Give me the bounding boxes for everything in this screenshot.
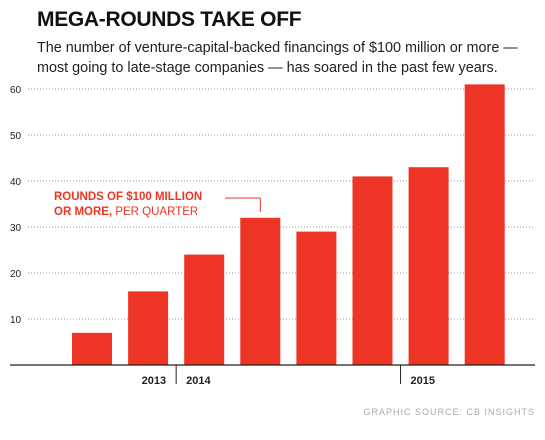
annotation-bold: OR MORE,	[54, 206, 112, 218]
x-year-label: 2014	[186, 375, 211, 387]
bar	[464, 84, 505, 366]
x-year-label: 2015	[411, 375, 435, 387]
annotation-line-1: ROUNDS OF $100 MILLION	[54, 191, 202, 203]
bar	[240, 217, 281, 365]
annotation-line-2: OR MORE, PER QUARTER	[54, 206, 198, 218]
x-year-label: 2013	[142, 375, 166, 387]
bar	[408, 167, 449, 365]
bar	[296, 231, 337, 365]
chart-title: MEGA-ROUNDS TAKE OFF	[37, 8, 302, 31]
y-tick-label: 40	[10, 177, 22, 188]
y-tick-label: 50	[10, 131, 22, 142]
source-credit: GRAPHIC SOURCE: CB INSIGHTS	[363, 407, 535, 417]
bar	[128, 291, 169, 365]
y-tick-label: 10	[10, 315, 22, 326]
annotation-light: PER QUARTER	[112, 206, 198, 218]
y-tick-label: 30	[10, 223, 22, 234]
chart-subtitle: The number of venture-capital-backed fin…	[37, 40, 518, 76]
y-tick-label: 20	[10, 269, 22, 280]
bar	[184, 254, 225, 365]
bar	[352, 176, 393, 365]
y-tick-label: 60	[10, 85, 22, 96]
bar	[72, 332, 112, 365]
